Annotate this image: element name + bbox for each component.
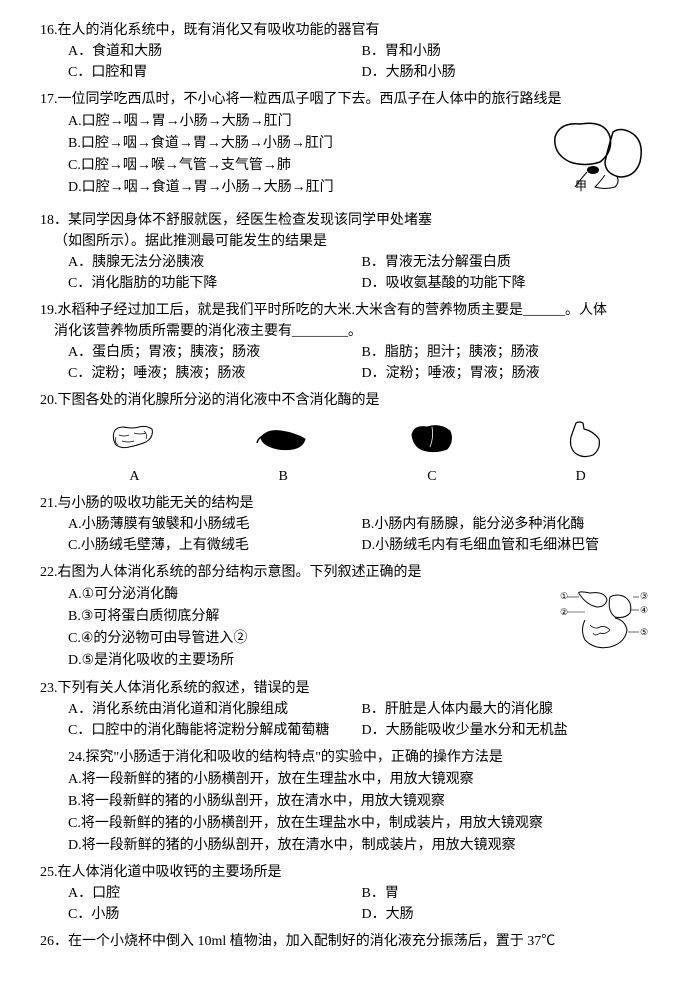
question-23: 23.下列有关人体消化系统的叙述，错误的是 A．消化系统由消化道和消化腺组成 B… [40,678,655,741]
liver-stomach-diagram: 甲 [545,112,655,202]
option-b: B．脂肪；胆汁；胰液；肠液 [362,342,656,363]
question-22: 22.右图为人体消化系统的部分结构示意图。下列叙述正确的是 ① ② ③ ④ ⑤ … [40,562,655,672]
svg-text:③: ③ [640,591,648,601]
option-a: A．蛋白质；胃液；胰液；肠液 [68,342,362,363]
question-20: 20.下图各处的消化腺所分泌的消化液中不含消化酶的是 [40,390,655,487]
option-c: C．口腔和胃 [68,62,362,83]
question-text2: 消化该营养物质所需要的消化液主要有________。 [40,321,655,342]
question-text: 26．在一个小烧杯中倒入 10ml 植物油，加入配制好的消化液充分振荡后，置于 … [40,931,655,952]
option-a: A．食道和大肠 [68,41,362,62]
option-b: B．胃 [362,883,656,904]
option-b: B.小肠内有肠腺，能分泌多种消化酶 [362,514,656,535]
option-c: C．淀粉；唾液；胰液；肠液 [68,363,362,384]
options-block: A.将一段新鲜的猪的小肠横剖开，放在生理盐水中，用放大镜观察 B.将一段新鲜的猪… [40,769,655,856]
option-d: D．大肠 [362,904,656,925]
question-24: 24.探究"小肠适于消化和吸收的结构特点"的实验中，正确的操作方法是 A.将一段… [40,747,655,856]
options-block: A．胰腺无法分泌胰液 B．胃液无法分解蛋白质 C．消化脂肪的功能下降 D．吸收氨… [40,252,655,294]
question-text: 18．某同学因身体不舒服就医，经医生检查发现该同学甲处堵塞 [40,210,655,231]
option-d: D.小肠绒毛内有毛细血管和毛细淋巴管 [362,535,656,556]
option-c: C．消化脂肪的功能下降 [68,273,362,294]
option-c: C．小肠 [68,904,362,925]
option-d: D．吸收氨基酸的功能下降 [362,273,656,294]
label-a: A [60,466,209,487]
option-a: A．口腔 [68,883,362,904]
option-a: A．胰腺无法分泌胰液 [68,252,362,273]
option-b: B．肝脏是人体内最大的消化腺 [362,699,656,720]
question-text: 24.探究"小肠适于消化和吸收的结构特点"的实验中，正确的操作方法是 [40,747,655,768]
option-a: A.将一段新鲜的猪的小肠横剖开，放在生理盐水中，用放大镜观察 [68,769,655,790]
question-text: 19.水稻种子经过加工后，就是我们平时所吃的大米.大米含有的营养物质主要是___… [40,300,655,321]
options-block: A．口腔 B．胃 C．小肠 D．大肠 [40,883,655,925]
option-d: D．淀粉；唾液；胃液；肠液 [362,363,656,384]
options-block: A.小肠薄膜有皱襞和小肠绒毛 B.小肠内有肠腺，能分泌多种消化酶 C.小肠绒毛壁… [40,514,655,556]
option-b: B.将一段新鲜的猪的小肠纵剖开，放在清水中，用放大镜观察 [68,791,655,812]
svg-text:⑤: ⑤ [640,627,648,637]
question-18: 18．某同学因身体不舒服就医，经医生检查发现该同学甲处堵塞 （如图所示）。据此推… [40,210,655,294]
question-text: 21.与小肠的吸收功能无关的结构是 [40,493,655,514]
option-b: B．胃和小肠 [362,41,656,62]
question-text: 17.一位同学吃西瓜时，不小心将一粒西瓜子咽了下去。西瓜子在人体中的旅行路线是 [40,89,655,110]
option-a: A．消化系统由消化道和消化腺组成 [68,699,362,720]
options-block: A．蛋白质；胃液；胰液；肠液 B．脂肪；胆汁；胰液；肠液 C．淀粉；唾液；胰液；… [40,342,655,384]
question-text: 23.下列有关人体消化系统的叙述，错误的是 [40,678,655,699]
question-26: 26．在一个小烧杯中倒入 10ml 植物油，加入配制好的消化液充分振荡后，置于 … [40,931,655,952]
option-c: C．口腔中的消化酶能将淀粉分解成葡萄糖 [68,720,362,741]
question-note: （如图所示）。据此推测最可能发生的结果是 [40,231,655,252]
option-c: C.小肠绒毛壁薄，上有微绒毛 [68,535,362,556]
question-text: 22.右图为人体消化系统的部分结构示意图。下列叙述正确的是 [40,562,655,583]
organ-a-image [60,417,209,464]
question-text: 25.在人体消化道中吸收钙的主要场所是 [40,862,655,883]
question-25: 25.在人体消化道中吸收钙的主要场所是 A．口腔 B．胃 C．小肠 D．大肠 [40,862,655,925]
svg-text:④: ④ [640,605,648,615]
organ-b-image [209,417,358,464]
label-c: C [358,466,507,487]
question-text: 20.下图各处的消化腺所分泌的消化液中不含消化酶的是 [40,390,655,411]
question-16: 16.在人的消化系统中，既有消化又有吸收功能的器官有 A．食道和大肠 B．胃和小… [40,20,655,83]
option-c: C.将一段新鲜的猪的小肠横剖开，放在生理盐水中，制成装片，用放大镜观察 [68,813,655,834]
organ-c-image [358,417,507,464]
svg-text:①: ① [560,591,568,601]
digestive-system-diagram: ① ② ③ ④ ⑤ [555,585,655,665]
options-block: A．食道和大肠 B．胃和小肠 C．口腔和胃 D．大肠和小肠 [40,41,655,83]
organ-images-row [40,417,655,464]
option-b: B．胃液无法分解蛋白质 [362,252,656,273]
label-d: D [506,466,655,487]
option-d: D．大肠能吸收少量水分和无机盐 [362,720,656,741]
question-21: 21.与小肠的吸收功能无关的结构是 A.小肠薄膜有皱襞和小肠绒毛 B.小肠内有肠… [40,493,655,556]
svg-text:甲: 甲 [575,179,587,193]
question-17: 17.一位同学吃西瓜时，不小心将一粒西瓜子咽了下去。西瓜子在人体中的旅行路线是 … [40,89,655,204]
organ-d-image [506,417,655,464]
label-b: B [209,466,358,487]
question-text: 16.在人的消化系统中，既有消化又有吸收功能的器官有 [40,20,655,41]
option-d: D．大肠和小肠 [362,62,656,83]
question-19: 19.水稻种子经过加工后，就是我们平时所吃的大米.大米含有的营养物质主要是___… [40,300,655,384]
option-a: A.小肠薄膜有皱襞和小肠绒毛 [68,514,362,535]
options-block: A．消化系统由消化道和消化腺组成 B．肝脏是人体内最大的消化腺 C．口腔中的消化… [40,699,655,741]
svg-text:②: ② [560,607,568,617]
organ-labels-row: A B C D [40,466,655,487]
option-d: D.将一段新鲜的猪的小肠纵剖开，放在清水中，制成装片，用放大镜观察 [68,835,655,856]
